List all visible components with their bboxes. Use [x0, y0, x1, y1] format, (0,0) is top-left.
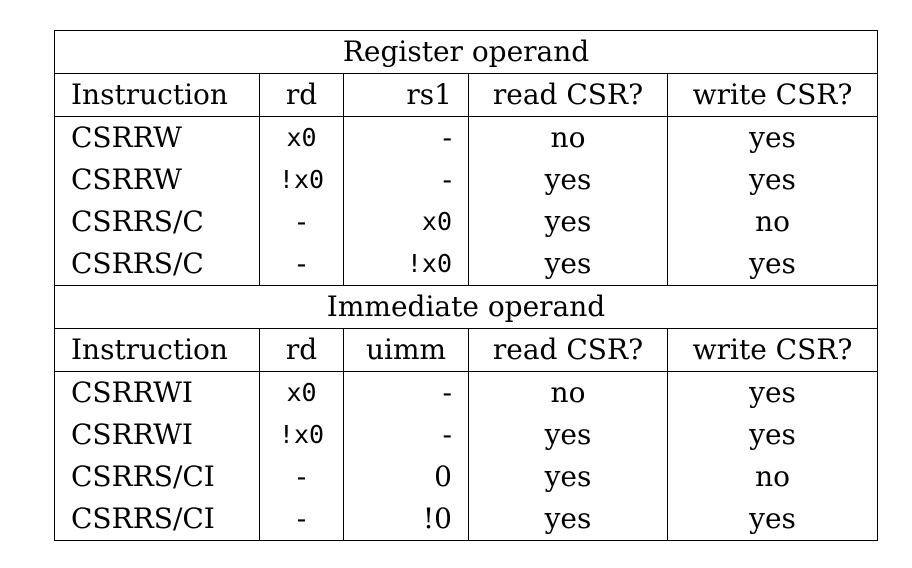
cell-read-csr: yes — [468, 498, 668, 541]
cell-rd: x0 — [259, 116, 344, 159]
cell-read-csr: yes — [468, 159, 668, 201]
immediate-section-title: Immediate operand — [53, 285, 879, 329]
table-row: CSRRS/CI - !0 yes yes — [54, 498, 879, 541]
cell-read-csr: no — [468, 371, 668, 414]
cell-rs1: - — [343, 116, 469, 159]
cell-instruction: CSRRS/C — [54, 243, 260, 286]
cell-instruction: CSRRW — [54, 159, 260, 201]
cell-write-csr: yes — [666, 243, 879, 286]
table-row: CSRRS/C - !x0 yes yes — [54, 243, 879, 286]
immediate-header-row: Instruction rd uimm read CSR? write CSR? — [54, 328, 879, 372]
table-row: CSRRW !x0 - yes yes — [54, 159, 879, 201]
header-write-csr: write CSR? — [666, 328, 879, 372]
cell-rd: - — [259, 243, 344, 286]
cell-rd: x0 — [259, 371, 344, 414]
header-rd: rd — [259, 73, 344, 117]
header-instruction: Instruction — [54, 328, 260, 372]
cell-rs1: !x0 — [343, 243, 469, 286]
cell-read-csr: yes — [468, 243, 668, 286]
table-row: CSRRS/CI - 0 yes no — [54, 456, 879, 498]
cell-read-csr: yes — [468, 456, 668, 498]
cell-read-csr: yes — [468, 414, 668, 456]
cell-write-csr: yes — [666, 116, 879, 159]
header-read-csr: read CSR? — [468, 73, 668, 117]
cell-write-csr: yes — [666, 498, 879, 541]
cell-uimm: 0 — [343, 456, 469, 498]
cell-read-csr: yes — [468, 201, 668, 243]
table-row: CSRRWI !x0 - yes yes — [54, 414, 879, 456]
cell-rs1: - — [343, 159, 469, 201]
cell-uimm: !0 — [343, 498, 469, 541]
cell-rd: !x0 — [259, 414, 344, 456]
cell-write-csr: no — [666, 456, 879, 498]
cell-read-csr: no — [468, 116, 668, 159]
cell-uimm: - — [343, 414, 469, 456]
cell-rs1: x0 — [343, 201, 469, 243]
register-section-title-row: Register operand — [53, 30, 879, 74]
register-section-title: Register operand — [53, 30, 879, 74]
cell-instruction: CSRRWI — [54, 414, 260, 456]
cell-write-csr: yes — [666, 159, 879, 201]
cell-rd: !x0 — [259, 159, 344, 201]
header-instruction: Instruction — [54, 73, 260, 117]
header-rs1: rs1 — [343, 73, 469, 117]
table-row: CSRRS/C - x0 yes no — [54, 201, 879, 243]
cell-uimm: - — [343, 371, 469, 414]
header-uimm: uimm — [343, 328, 469, 372]
cell-instruction: CSRRW — [54, 116, 260, 159]
table-row: CSRRW x0 - no yes — [54, 116, 879, 159]
cell-write-csr: yes — [666, 371, 879, 414]
cell-instruction: CSRRS/CI — [54, 456, 260, 498]
table-row: CSRRWI x0 - no yes — [54, 371, 879, 414]
header-rd: rd — [259, 328, 344, 372]
cell-instruction: CSRRS/C — [54, 201, 260, 243]
cell-rd: - — [259, 456, 344, 498]
header-write-csr: write CSR? — [666, 73, 879, 117]
cell-write-csr: yes — [666, 414, 879, 456]
cell-rd: - — [259, 498, 344, 541]
cell-write-csr: no — [666, 201, 879, 243]
csr-access-table: Register operand Instruction rd rs1 read… — [53, 30, 879, 541]
register-header-row: Instruction rd rs1 read CSR? write CSR? — [54, 73, 879, 117]
immediate-section-title-row: Immediate operand — [53, 285, 879, 329]
cell-instruction: CSRRWI — [54, 371, 260, 414]
cell-instruction: CSRRS/CI — [54, 498, 260, 541]
header-read-csr: read CSR? — [468, 328, 668, 372]
cell-rd: - — [259, 201, 344, 243]
